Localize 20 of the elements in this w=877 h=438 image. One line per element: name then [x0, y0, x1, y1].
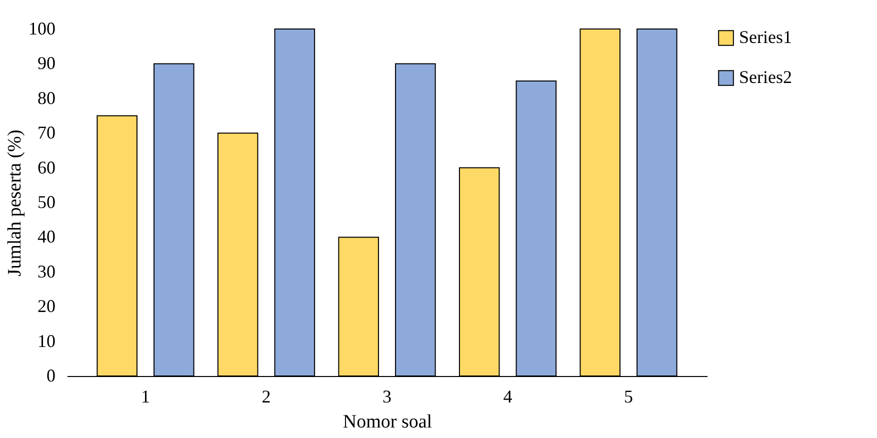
- y-axis-title: Jumlah peserta (%): [4, 130, 26, 276]
- y-tick-label: 60: [38, 157, 56, 178]
- legend-label: Series1: [739, 27, 792, 47]
- y-tick-label: 0: [46, 366, 56, 386]
- y-tick-label: 40: [38, 226, 56, 247]
- y-tick-label: 80: [38, 88, 56, 108]
- y-tick-label: 100: [28, 18, 56, 38]
- x-tick-label: 5: [624, 386, 634, 406]
- y-tick-label: 70: [38, 122, 56, 143]
- y-tick-label: 20: [38, 296, 56, 316]
- legend-label: Series2: [739, 67, 792, 87]
- x-tick-label: 1: [140, 386, 150, 406]
- x-tick-label: 4: [503, 386, 512, 406]
- y-tick-label: 50: [38, 192, 56, 212]
- y-tick-label: 10: [38, 330, 56, 351]
- x-tick-label: 3: [382, 386, 392, 406]
- y-tick-label: 90: [38, 53, 56, 74]
- x-tick-label: 2: [262, 386, 271, 406]
- x-axis-title: Nomor soal: [342, 412, 432, 432]
- y-tick-label: 30: [38, 261, 56, 282]
